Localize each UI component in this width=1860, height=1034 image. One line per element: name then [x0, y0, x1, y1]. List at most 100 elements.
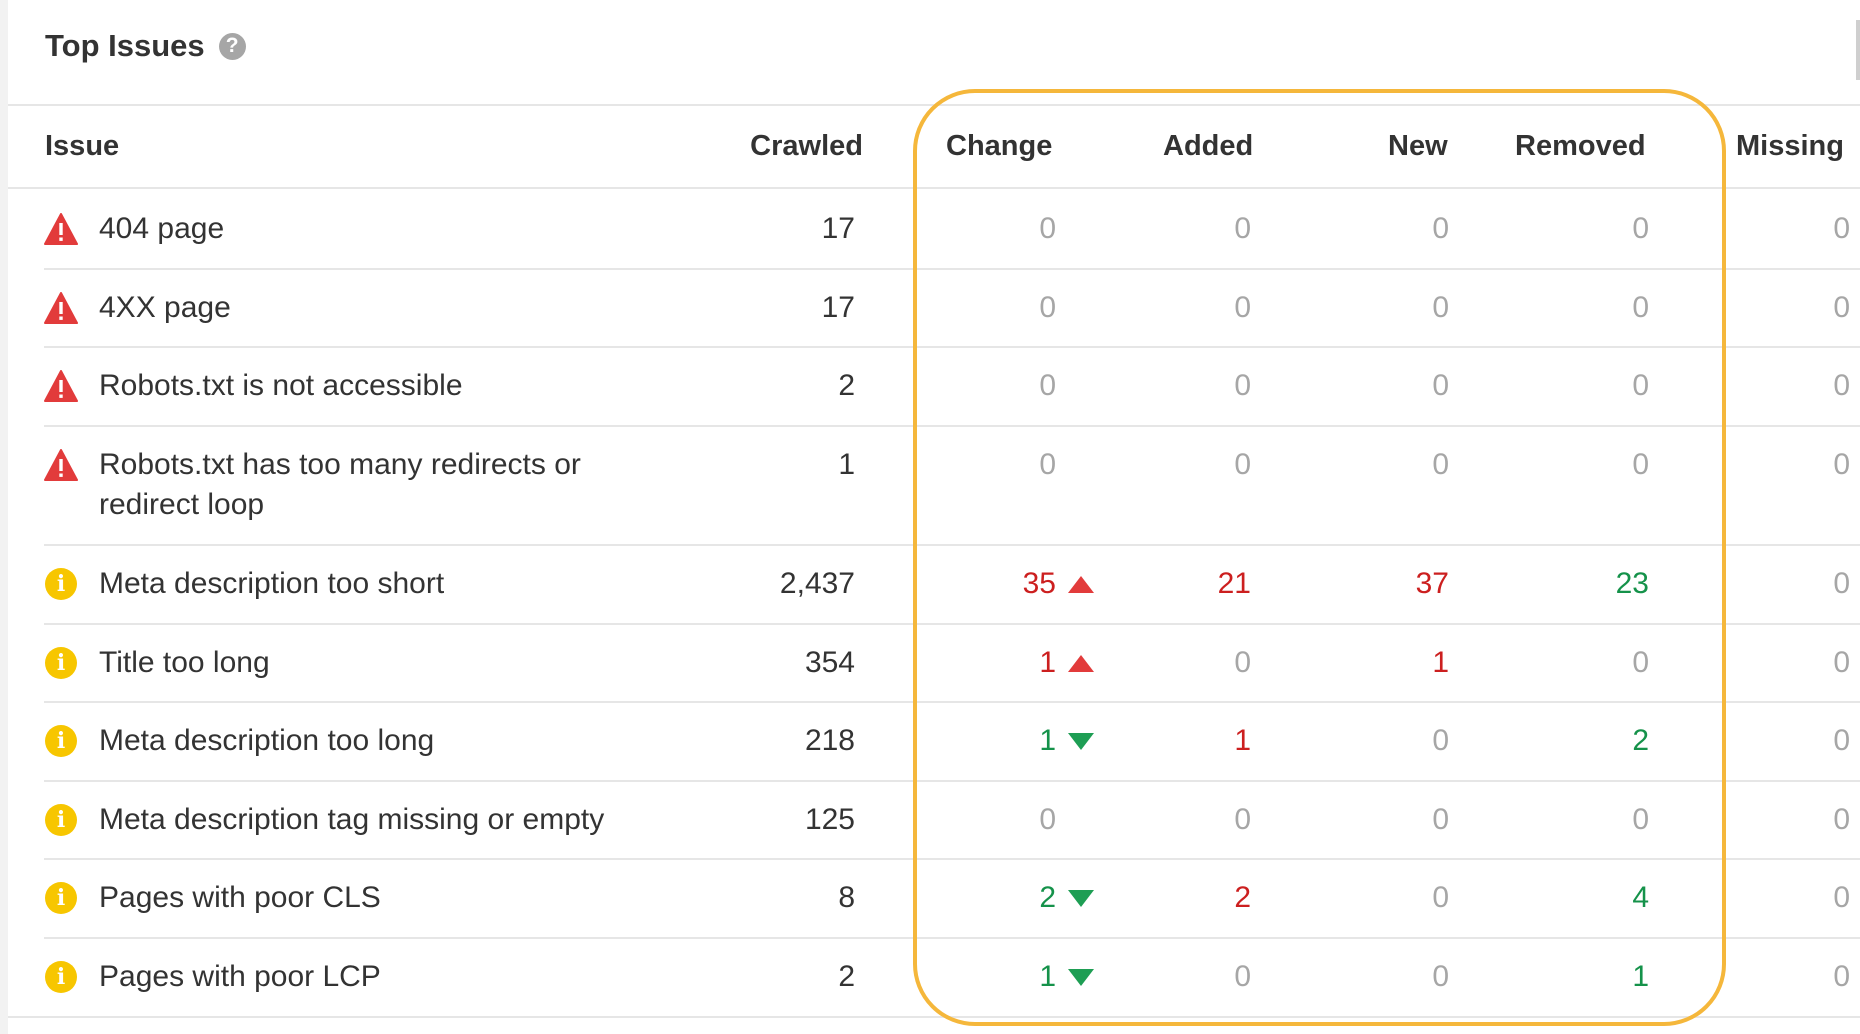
column-header-removed[interactable]: Removed [1515, 130, 1646, 162]
missing-count[interactable]: 0 [1833, 212, 1850, 245]
added-count[interactable]: 2 [1234, 881, 1251, 914]
table-row[interactable]: 4XX page 17 0 0 0 0 0 [44, 270, 1860, 348]
issue-name-link[interactable]: 4XX page [99, 291, 231, 324]
table-row[interactable]: i Pages with poor CLS 8 2 2 0 4 0 [44, 860, 1860, 939]
removed-count[interactable]: 0 [1632, 212, 1649, 245]
table-row[interactable]: 404 page 17 0 0 0 0 0 [44, 191, 1860, 270]
info-circle-icon: i [45, 804, 77, 836]
added-count[interactable]: 0 [1234, 369, 1251, 402]
added-count[interactable]: 0 [1234, 960, 1251, 993]
issue-name-link[interactable]: Title too long [99, 646, 270, 679]
new-count[interactable]: 0 [1432, 724, 1449, 757]
removed-count[interactable]: 0 [1632, 291, 1649, 324]
removed-count[interactable]: 0 [1632, 369, 1649, 402]
change-count[interactable]: 0 [1039, 212, 1056, 245]
new-count[interactable]: 0 [1432, 212, 1449, 245]
column-header-missing[interactable]: Missing [1736, 130, 1844, 162]
missing-count[interactable]: 0 [1833, 369, 1850, 402]
new-count[interactable]: 37 [1415, 567, 1449, 600]
change-count[interactable]: 0 [1039, 291, 1056, 324]
column-header-issue[interactable]: Issue [45, 130, 120, 162]
header-divider [8, 104, 1860, 106]
new-count[interactable]: 0 [1432, 369, 1449, 402]
table-row[interactable]: i Pages with poor LCP 2 1 0 0 1 0 [8, 939, 1860, 1018]
issue-name-link[interactable]: Meta description tag missing or empty [99, 803, 605, 836]
added-count[interactable]: 1 [1234, 724, 1251, 757]
crawled-count[interactable]: 2 [838, 369, 855, 402]
trend-down-icon [1068, 890, 1094, 907]
info-circle-icon: i [45, 961, 77, 993]
crawled-count[interactable]: 2,437 [779, 567, 855, 600]
change-count[interactable]: 1 [1039, 724, 1056, 757]
removed-count[interactable]: 23 [1615, 567, 1649, 600]
crawled-count[interactable]: 2 [838, 960, 855, 993]
crawled-count[interactable]: 125 [804, 803, 855, 836]
scrollbar-handle[interactable] [1856, 20, 1860, 80]
added-count[interactable]: 0 [1234, 212, 1251, 245]
crawled-count[interactable]: 17 [821, 291, 855, 324]
change-count[interactable]: 35 [1022, 567, 1056, 600]
warning-triangle-icon [44, 213, 78, 245]
change-count[interactable]: 0 [1039, 369, 1056, 402]
issue-name-link[interactable]: Robots.txt has too many redirects or red… [99, 448, 581, 521]
change-count[interactable]: 0 [1039, 803, 1056, 836]
missing-count[interactable]: 0 [1833, 881, 1850, 914]
panel-left-edge [0, 0, 8, 1034]
crawled-count[interactable]: 218 [804, 724, 855, 757]
warning-triangle-icon [44, 449, 78, 481]
removed-count[interactable]: 2 [1632, 724, 1649, 757]
added-count[interactable]: 0 [1234, 291, 1251, 324]
change-count[interactable]: 1 [1039, 960, 1056, 993]
change-count[interactable]: 1 [1039, 646, 1056, 679]
issue-name-link[interactable]: Pages with poor LCP [99, 960, 381, 993]
table-row[interactable]: Robots.txt is not accessible 2 0 0 0 0 0 [44, 348, 1860, 427]
added-count[interactable]: 0 [1234, 646, 1251, 679]
column-header-change[interactable]: Change [946, 130, 1053, 162]
removed-count[interactable]: 1 [1632, 960, 1649, 993]
table-row[interactable]: i Meta description tag missing or empty 12… [44, 782, 1860, 860]
crawled-count[interactable]: 354 [804, 646, 855, 679]
missing-count[interactable]: 0 [1833, 448, 1850, 481]
new-count[interactable]: 0 [1432, 448, 1449, 481]
new-count[interactable]: 0 [1432, 291, 1449, 324]
missing-count[interactable]: 0 [1833, 291, 1850, 324]
help-circle-icon[interactable]: ? [218, 32, 246, 60]
issue-name-link[interactable]: 404 page [99, 212, 225, 245]
warning-triangle-icon [44, 370, 78, 402]
change-count[interactable]: 2 [1039, 881, 1056, 914]
column-header-added[interactable]: Added [1163, 130, 1254, 162]
crawled-count[interactable]: 8 [838, 881, 855, 914]
info-circle-icon: i [45, 647, 77, 679]
trend-down-icon [1068, 733, 1094, 750]
new-count[interactable]: 0 [1432, 881, 1449, 914]
issue-name-link[interactable]: Pages with poor CLS [99, 881, 381, 914]
missing-count[interactable]: 0 [1833, 960, 1850, 993]
missing-count[interactable]: 0 [1833, 724, 1850, 757]
table-row[interactable]: i Title too long 354 1 0 1 0 0 [44, 625, 1860, 703]
column-header-crawled[interactable]: Crawled [750, 130, 863, 162]
issue-name-link[interactable]: Meta description too short [99, 567, 445, 600]
crawled-count[interactable]: 1 [838, 448, 855, 481]
removed-count[interactable]: 0 [1632, 803, 1649, 836]
table-row[interactable]: Robots.txt has too many redirects or red… [44, 427, 1860, 546]
removed-count[interactable]: 0 [1632, 448, 1649, 481]
new-count[interactable]: 0 [1432, 803, 1449, 836]
change-count[interactable]: 0 [1039, 448, 1056, 481]
issue-name-link[interactable]: Meta description too long [99, 724, 435, 757]
table-header-row: Issue Crawled Change Added New Removed M… [8, 106, 1860, 189]
missing-count[interactable]: 0 [1833, 646, 1850, 679]
column-header-new[interactable]: New [1388, 130, 1448, 162]
new-count[interactable]: 1 [1432, 646, 1449, 679]
missing-count[interactable]: 0 [1833, 803, 1850, 836]
removed-count[interactable]: 0 [1632, 646, 1649, 679]
issue-name-link[interactable]: Robots.txt is not accessible [99, 369, 463, 402]
added-count[interactable]: 0 [1234, 448, 1251, 481]
added-count[interactable]: 21 [1217, 567, 1251, 600]
table-row[interactable]: i Meta description too long 218 1 1 0 2 0 [44, 703, 1860, 782]
added-count[interactable]: 0 [1234, 803, 1251, 836]
missing-count[interactable]: 0 [1833, 567, 1850, 600]
new-count[interactable]: 0 [1432, 960, 1449, 993]
removed-count[interactable]: 4 [1632, 881, 1649, 914]
crawled-count[interactable]: 17 [821, 212, 855, 245]
table-row[interactable]: i Meta description too short 2,437 35 21 37 23… [44, 546, 1860, 625]
